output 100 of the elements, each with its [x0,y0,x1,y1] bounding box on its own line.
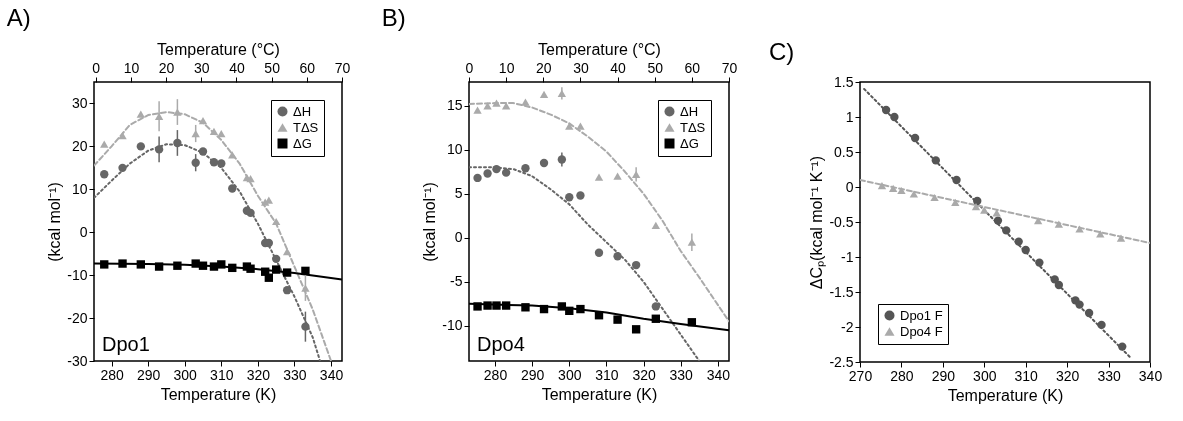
line-series [469,166,701,361]
y-axis-title: ΔCₚ(kcal mol⁻¹ K⁻¹) [808,155,827,290]
point [271,265,281,274]
point [539,304,549,314]
point [1097,320,1106,330]
point [246,174,255,183]
point [136,142,145,151]
point [217,260,226,269]
x2-axis-title: Temperature (°C) [538,40,661,58]
legend-label: Dpo4 F [900,323,943,339]
point [557,302,567,311]
point [1116,234,1126,242]
point [651,314,661,323]
x-tick-label: 310 [595,366,619,383]
point [100,260,109,269]
y-axis-title: (kcal mol⁻¹) [46,182,64,262]
x-tick-label: 320 [246,366,271,383]
point [631,260,641,270]
point [951,198,960,207]
point [209,262,219,271]
point [521,303,530,312]
y-tick-label: -2 [841,318,854,335]
point [1035,258,1044,267]
point [931,156,940,165]
y-tick-label: 5 [454,185,463,202]
point [576,191,585,200]
point [576,304,585,314]
point [1084,308,1094,318]
point [501,301,511,310]
point [557,89,567,98]
point [492,164,501,174]
point [952,175,961,185]
legend-label: ΔH [680,103,699,119]
x2-tick-label: 20 [536,59,552,76]
x2-tick-label: 60 [684,59,701,76]
point [993,216,1003,225]
point [228,184,237,193]
point [565,306,574,316]
point [651,302,661,311]
point [1054,220,1064,228]
point [1118,342,1127,351]
x-tick-label: 340 [1138,367,1163,384]
point [557,155,567,164]
point [1075,300,1084,309]
point [613,315,622,324]
point [246,208,255,218]
point [992,209,1001,217]
point [173,261,182,270]
point [594,173,604,181]
point [246,264,255,273]
point [613,252,622,261]
x-tick-label: 300 [973,367,997,384]
point [1014,237,1023,246]
point [631,325,641,334]
point [209,158,219,167]
point [687,238,697,246]
point [930,193,939,202]
point [565,193,574,202]
point [521,164,530,173]
point [492,301,501,310]
point [1021,245,1030,255]
point [631,170,641,179]
point [539,158,549,168]
point [228,151,237,159]
legend-label: TΔS [293,119,319,135]
point [271,254,281,264]
point [501,102,511,110]
point [136,110,145,118]
x2-tick-label: 30 [194,59,210,76]
x-tick-label: 320 [632,366,656,383]
legend-label: Dpo1 F [900,307,943,323]
chart-title: A) [6,4,31,31]
x-tick-label: 270 [848,367,873,384]
chart-title: B) [381,4,406,31]
point [173,138,182,148]
y-tick-label: 15 [446,97,463,114]
point [910,133,920,143]
y-tick-label: -2.5 [829,353,854,370]
point [1096,230,1105,238]
point [492,99,501,107]
point [136,260,145,269]
y-tick-label: -20 [67,309,88,326]
point [301,284,310,292]
y-tick-label: -30 [67,352,88,369]
x-axis-title: Temperature (K) [947,386,1064,404]
x2-tick-label: 50 [264,59,281,76]
x2-tick-label: 40 [229,59,245,76]
x2-tick-label: 70 [334,59,351,76]
point [483,169,492,178]
x-tick-label: 310 [210,366,234,383]
x2-tick-label: 60 [299,59,316,76]
chart-title: C) [768,38,795,65]
point [909,190,919,198]
annotation: Dpo1 [102,333,150,355]
y-tick-label: 0.5 [834,143,854,160]
y-tick-label: -5 [450,273,463,290]
point [473,106,482,114]
point [154,262,164,271]
x-tick-label: 280 [483,366,508,383]
point [980,206,989,214]
